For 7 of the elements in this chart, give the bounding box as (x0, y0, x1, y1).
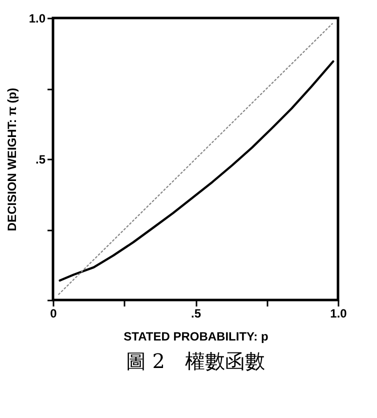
x-tick-label: 1.0 (330, 306, 348, 320)
y-axis-title: DECISION WEIGHT: π (p) (4, 88, 19, 232)
x-axis-title: STATED PROBABILITY: p (124, 330, 268, 344)
caption: 圖 2 權數函數 (126, 349, 266, 373)
x-tick-label: .5 (190, 306, 202, 320)
line-series (58, 60, 334, 282)
x-tick-label: 0 (50, 306, 58, 320)
